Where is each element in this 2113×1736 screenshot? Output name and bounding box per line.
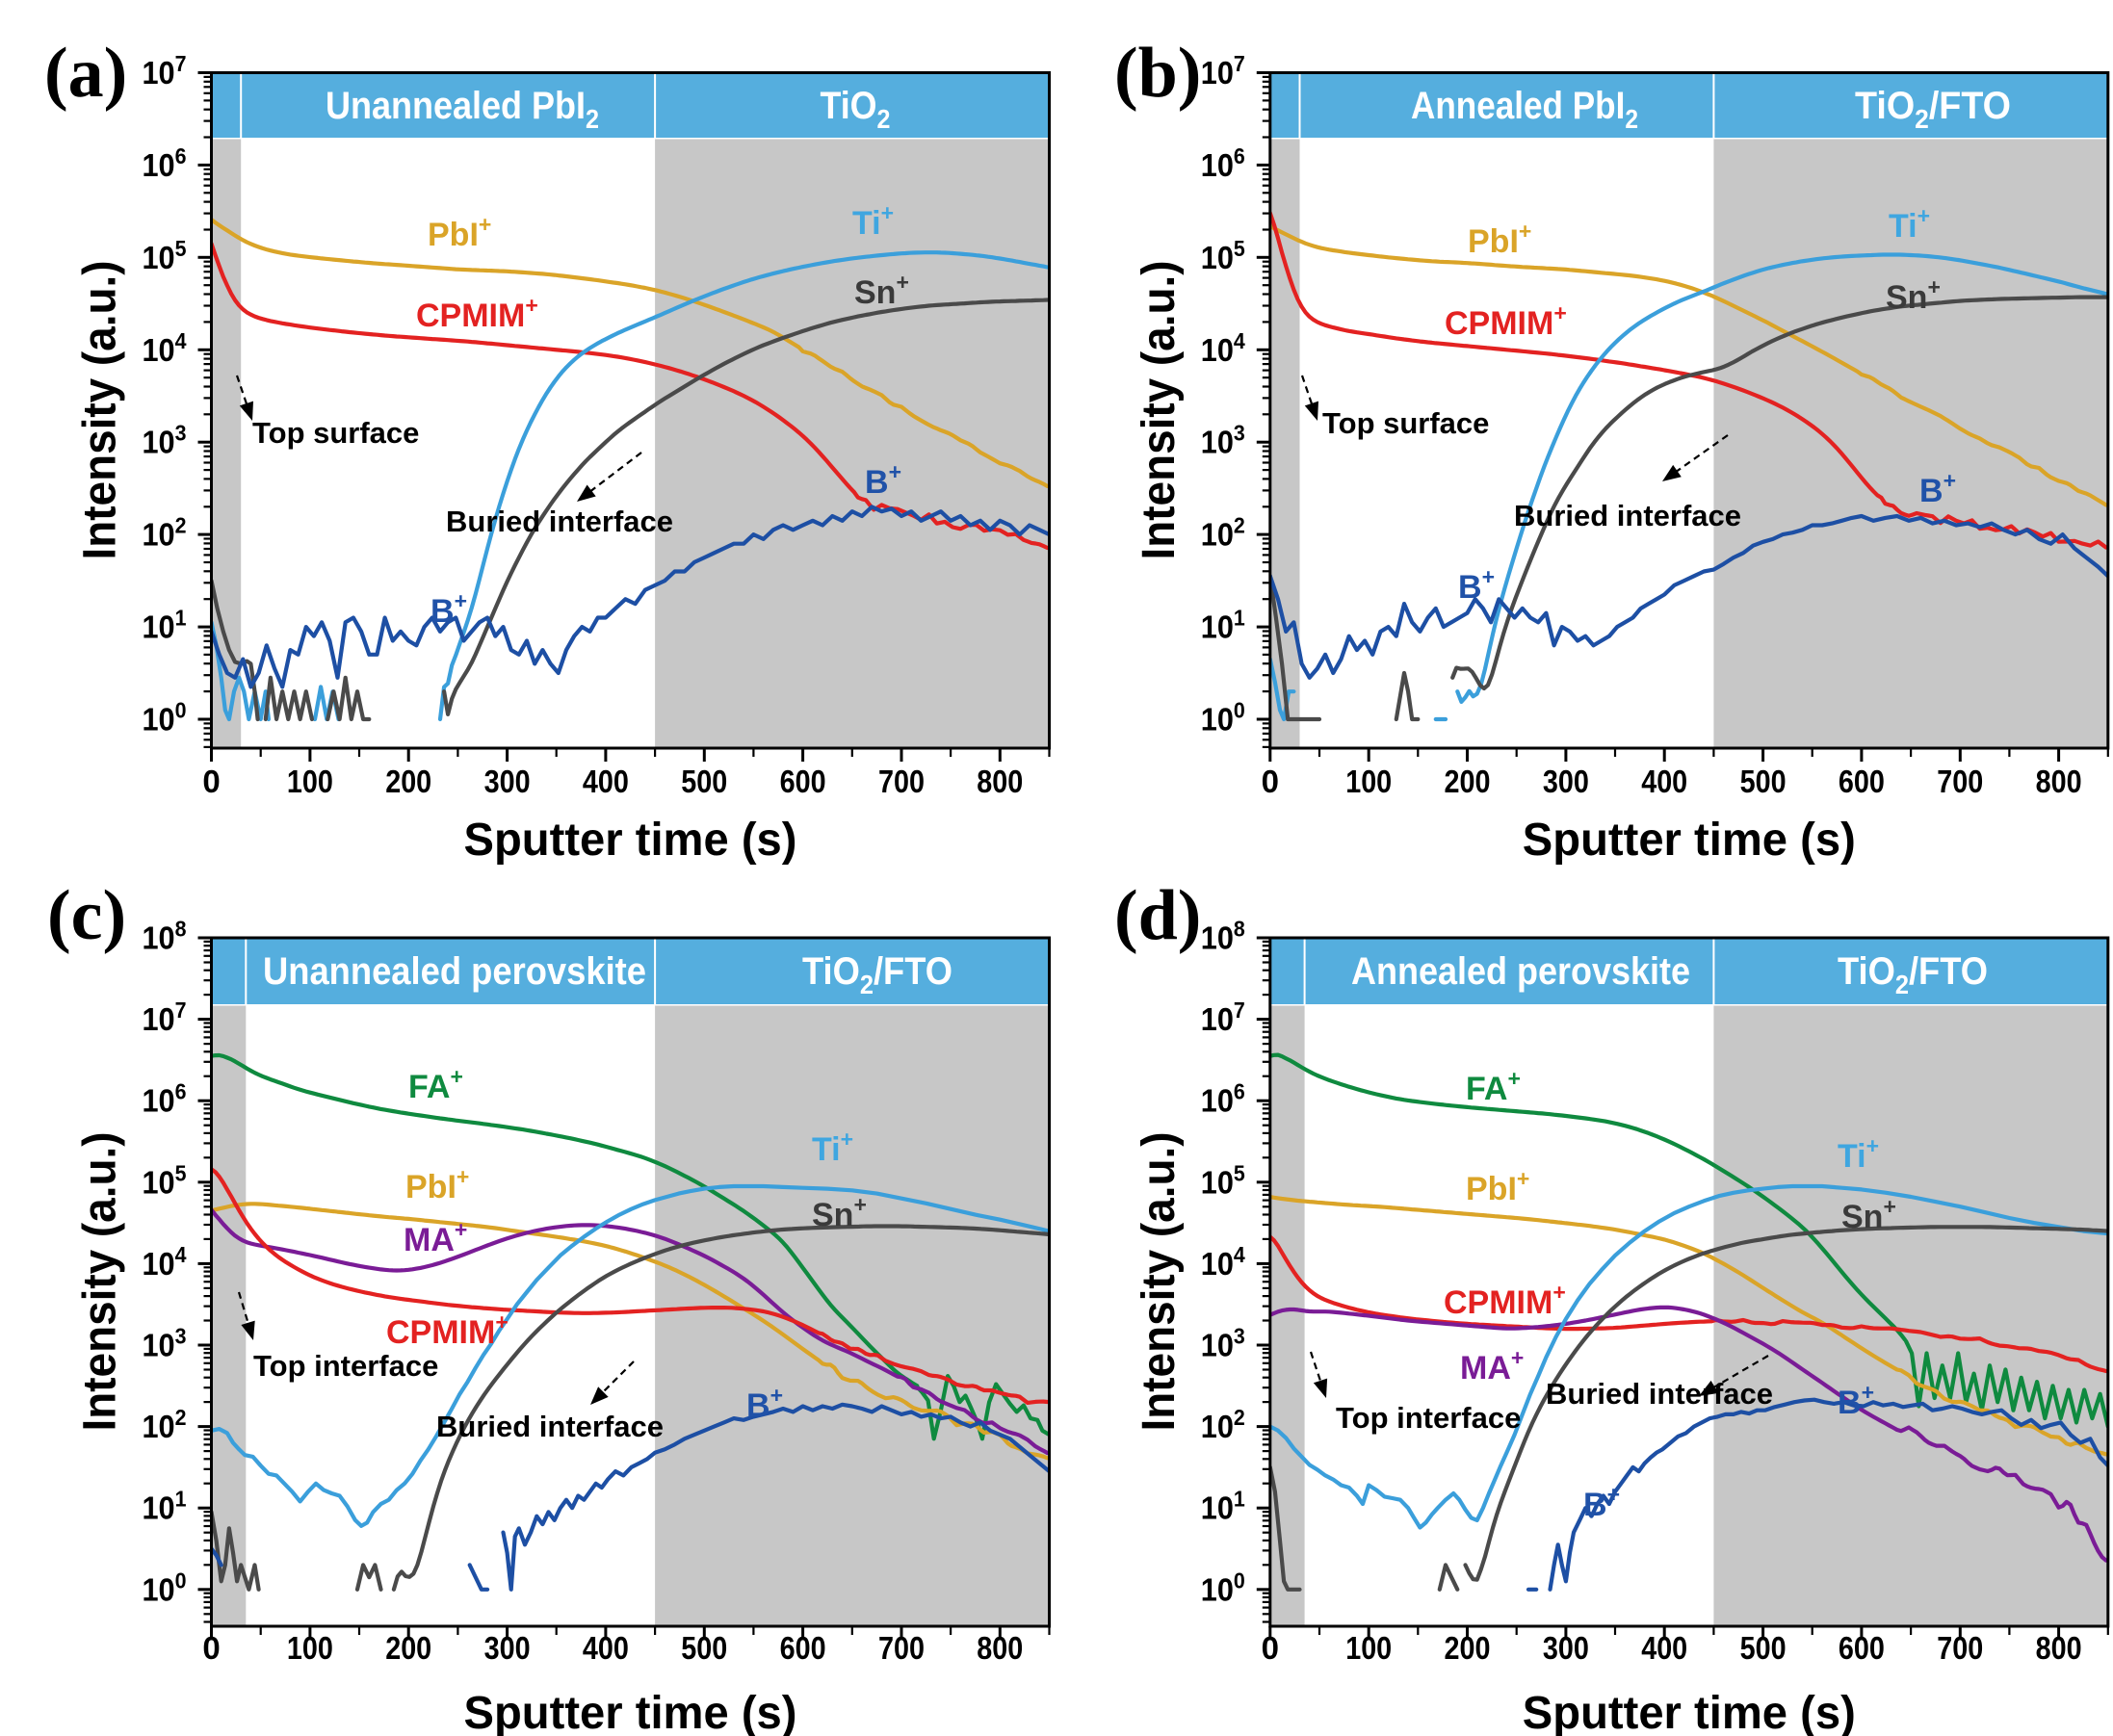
svg-text:B+: B+ <box>1919 468 1956 509</box>
svg-text:CPMIM+: CPMIM+ <box>416 293 538 334</box>
svg-text:Unannealed perovskite: Unannealed perovskite <box>263 950 646 993</box>
svg-text:Annealed PbI2: Annealed PbI2 <box>1411 85 1638 134</box>
svg-text:800: 800 <box>2036 1630 2082 1666</box>
svg-text:TiO2/FTO: TiO2/FTO <box>1838 950 1988 999</box>
svg-text:300: 300 <box>484 764 531 799</box>
svg-text:B+: B+ <box>1458 564 1495 606</box>
svg-text:800: 800 <box>977 764 1023 799</box>
svg-text:Top surface: Top surface <box>252 416 419 450</box>
svg-text:0: 0 <box>1262 1630 1279 1666</box>
svg-text:B+: B+ <box>430 588 467 630</box>
svg-text:100: 100 <box>1345 1630 1392 1666</box>
svg-text:500: 500 <box>681 1630 727 1666</box>
svg-text:200: 200 <box>385 1630 431 1666</box>
svg-text:CPMIM+: CPMIM+ <box>1445 300 1567 342</box>
svg-text:600: 600 <box>780 1630 826 1666</box>
svg-text:103: 103 <box>143 1324 187 1363</box>
svg-text:600: 600 <box>1839 764 1885 799</box>
svg-text:700: 700 <box>1937 1630 1983 1666</box>
svg-text:Intensity (a.u.): Intensity (a.u.) <box>1134 1132 1185 1432</box>
svg-text:200: 200 <box>385 764 431 799</box>
svg-text:500: 500 <box>1740 764 1787 799</box>
svg-text:(d): (d) <box>1114 876 1201 955</box>
svg-text:600: 600 <box>1839 1630 1885 1666</box>
svg-text:Intensity (a.u.): Intensity (a.u.) <box>75 261 126 560</box>
svg-text:105: 105 <box>1201 1160 1245 1200</box>
svg-text:700: 700 <box>1937 764 1983 799</box>
svg-text:500: 500 <box>1740 1630 1787 1666</box>
svg-text:Sputter time (s): Sputter time (s) <box>464 815 797 866</box>
svg-text:Top interface: Top interface <box>253 1349 438 1383</box>
svg-text:Annealed perovskite: Annealed perovskite <box>1351 950 1690 993</box>
svg-text:Sputter time (s): Sputter time (s) <box>464 1688 797 1736</box>
svg-text:Unannealed PbI2: Unannealed PbI2 <box>326 85 599 134</box>
svg-text:300: 300 <box>1543 1630 1589 1666</box>
svg-text:(b): (b) <box>1114 34 1201 113</box>
svg-text:CPMIM+: CPMIM+ <box>1444 1280 1566 1321</box>
svg-text:Buried interface: Buried interface <box>436 1410 664 1443</box>
svg-text:600: 600 <box>780 764 826 799</box>
svg-text:0: 0 <box>202 1630 220 1666</box>
svg-text:Top surface: Top surface <box>1322 406 1489 440</box>
svg-text:400: 400 <box>1641 764 1687 799</box>
svg-text:400: 400 <box>1641 1630 1687 1666</box>
svg-text:Top interface: Top interface <box>1336 1401 1521 1435</box>
svg-text:0: 0 <box>202 764 220 799</box>
svg-text:100: 100 <box>287 1630 333 1666</box>
svg-text:(c): (c) <box>47 876 126 955</box>
svg-text:800: 800 <box>977 1630 1023 1666</box>
svg-text:(a): (a) <box>44 34 127 113</box>
svg-text:400: 400 <box>583 764 629 799</box>
svg-text:800: 800 <box>2036 764 2082 799</box>
svg-text:Intensity (a.u.): Intensity (a.u.) <box>75 1132 126 1432</box>
svg-text:Ti+: Ti+ <box>1838 1133 1879 1175</box>
svg-text:400: 400 <box>583 1630 629 1666</box>
svg-text:0: 0 <box>1262 764 1279 799</box>
svg-text:Buried interface: Buried interface <box>446 505 673 538</box>
svg-text:102: 102 <box>143 513 187 553</box>
svg-text:700: 700 <box>878 764 925 799</box>
svg-text:500: 500 <box>681 764 727 799</box>
svg-text:101: 101 <box>143 606 187 645</box>
svg-text:Intensity (a.u.): Intensity (a.u.) <box>1134 261 1185 560</box>
svg-text:200: 200 <box>1445 1630 1491 1666</box>
svg-text:300: 300 <box>1543 764 1589 799</box>
svg-text:100: 100 <box>287 764 333 799</box>
svg-text:100: 100 <box>1345 764 1392 799</box>
svg-text:TiO2/FTO: TiO2/FTO <box>802 950 952 999</box>
svg-text:Sputter time (s): Sputter time (s) <box>1523 815 1856 866</box>
svg-text:700: 700 <box>878 1630 925 1666</box>
svg-text:300: 300 <box>484 1630 531 1666</box>
svg-text:Sputter time (s): Sputter time (s) <box>1523 1688 1856 1736</box>
svg-text:TiO2/FTO: TiO2/FTO <box>1855 85 2011 134</box>
svg-text:200: 200 <box>1445 764 1491 799</box>
svg-text:CPMIM+: CPMIM+ <box>386 1309 509 1351</box>
svg-text:Buried interface: Buried interface <box>1514 499 1741 532</box>
svg-text:Buried interface: Buried interface <box>1546 1377 1773 1411</box>
